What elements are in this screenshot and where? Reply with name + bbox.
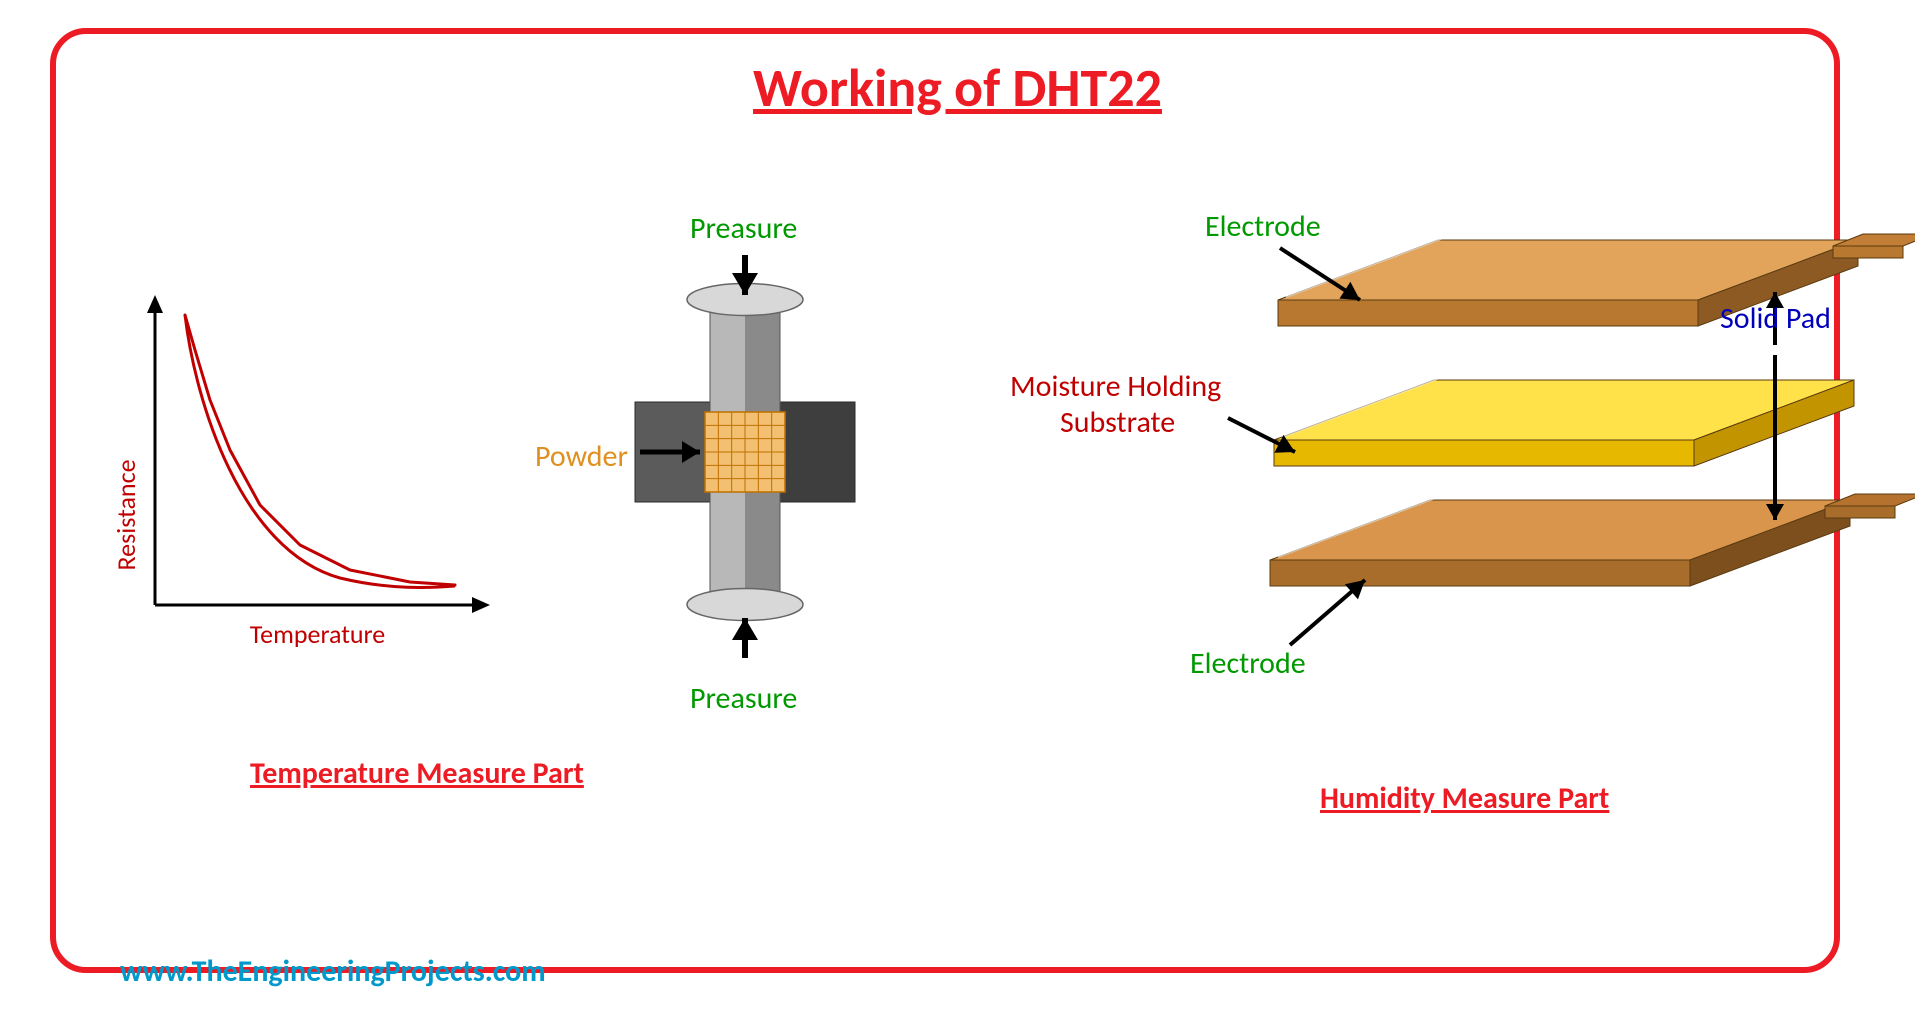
label-electrode-bottom: Electrode bbox=[1190, 645, 1306, 682]
section-temperature: Temperature Measure Part bbox=[250, 755, 584, 792]
label-moisture-line1: Moisture Holding bbox=[1010, 368, 1221, 405]
website-url: www.TheEngineeringProjects.com bbox=[120, 953, 546, 990]
label-electrode-top: Electrode bbox=[1205, 208, 1321, 245]
label-moisture-line2: Substrate bbox=[1060, 404, 1175, 441]
humidity-sensor-diagram bbox=[0, 0, 1915, 1035]
label-solid-pad: Solid Pad bbox=[1720, 300, 1831, 337]
label-pressure-bottom: Preasure bbox=[690, 680, 797, 717]
label-powder: Powder bbox=[535, 438, 628, 475]
section-humidity: Humidity Measure Part bbox=[1320, 780, 1609, 817]
label-pressure-top: Preasure bbox=[690, 210, 797, 247]
